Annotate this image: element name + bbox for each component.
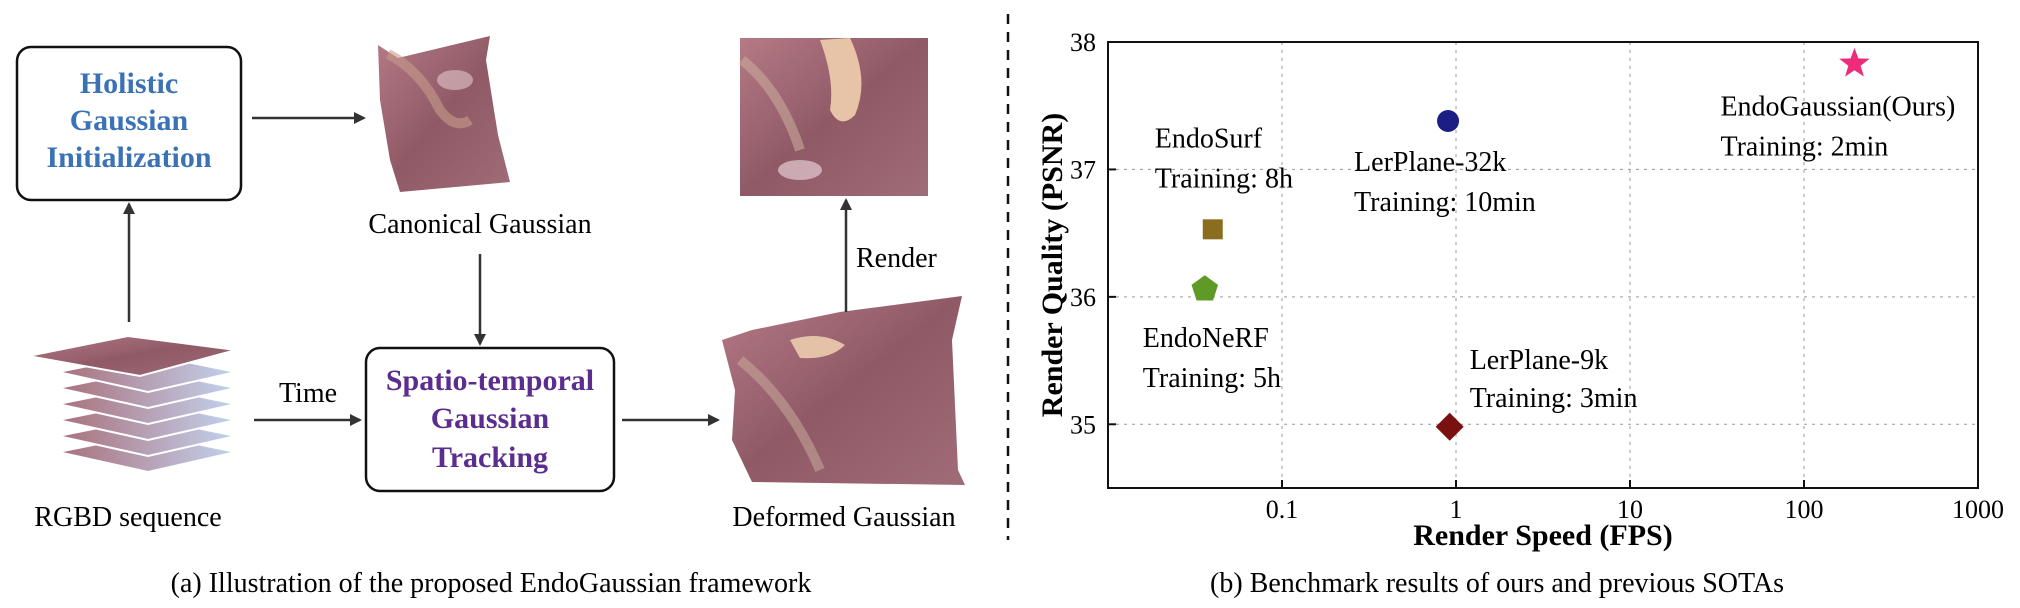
label-endonerf: EndoNeRF xyxy=(1143,323,1269,354)
label-endosurf: EndoSurf xyxy=(1155,123,1263,154)
y-tick-label: 35 xyxy=(1070,410,1096,439)
point-labels: EndoSurf Training: 8h EndoNeRF Training: 5h… xyxy=(1143,92,1956,414)
training-endosurf: Training: 8h xyxy=(1155,163,1293,194)
render-label: Render xyxy=(856,243,938,274)
holistic-line-1: Holistic xyxy=(80,67,178,100)
x-tick-label: 1 xyxy=(1450,495,1463,524)
canonical-gaussian-image xyxy=(378,36,510,192)
y-tick-label: 36 xyxy=(1070,283,1096,312)
y-tick-label: 38 xyxy=(1070,28,1096,57)
marker-endosurf xyxy=(1202,219,1223,240)
holistic-initialization-box: Holistic Gaussian Initialization xyxy=(15,45,243,202)
x-tick-label: 1000 xyxy=(1952,495,2004,524)
benchmark-chart: 35 36 37 38 0.1 1 10 100 1000 EndoSurf Training:… xyxy=(1036,28,2004,599)
label-endogaussian-ours: EndoGaussian(Ours) xyxy=(1720,92,1955,123)
framework-diagram: Holistic Gaussian Initialization Spatio-… xyxy=(15,36,965,599)
x-tick-label: 10 xyxy=(1617,495,1643,524)
label-lerplane-9k: LerPlane-9k xyxy=(1470,345,1608,376)
plot-area-frame xyxy=(1107,41,1979,489)
x-tick-labels: 0.1 1 10 100 1000 xyxy=(1266,495,2004,524)
spatio-line-2: Gaussian xyxy=(431,402,550,435)
training-endogaussian-ours: Training: 2min xyxy=(1720,132,1888,163)
x-tick-label: 100 xyxy=(1785,495,1824,524)
deformed-gaussian-image xyxy=(722,296,965,485)
y-axis-label: Render Quality (PSNR) xyxy=(1036,113,1069,417)
label-lerplane-32k: LerPlane-32k xyxy=(1354,147,1506,178)
chart-marks xyxy=(1191,47,1870,441)
holistic-line-2: Gaussian xyxy=(70,104,189,137)
deformed-gaussian-label: Deformed Gaussian xyxy=(732,502,955,533)
y-tick-labels: 35 36 37 38 xyxy=(1070,28,1096,439)
time-label: Time xyxy=(279,378,337,409)
caption-left: (a) Illustration of the proposed EndoGau… xyxy=(171,568,812,599)
marker-lerplane-9k xyxy=(1435,412,1464,441)
marker-lerplane-32k xyxy=(1437,110,1460,133)
marker-endogaussian-ours xyxy=(1839,47,1870,77)
rgbd-frame-stack xyxy=(27,334,237,474)
spatio-line-1: Spatio-temporal xyxy=(386,364,594,397)
canonical-gaussian-label: Canonical Gaussian xyxy=(368,209,591,240)
y-tick-label: 37 xyxy=(1070,155,1096,184)
spatio-line-3: Tracking xyxy=(432,441,548,474)
spatio-temporal-tracking-box: Spatio-temporal Gaussian Tracking xyxy=(364,346,616,493)
x-axis-label: Render Speed (FPS) xyxy=(1413,519,1672,552)
training-lerplane-32k: Training: 10min xyxy=(1354,187,1536,218)
marker-endonerf xyxy=(1191,275,1219,301)
x-tick-label: 0.1 xyxy=(1266,495,1299,524)
training-endonerf: Training: 5h xyxy=(1143,363,1281,394)
training-lerplane-9k: Training: 3min xyxy=(1470,383,1638,414)
holistic-line-3: Initialization xyxy=(46,141,211,174)
caption-right: (b) Benchmark results of ours and previo… xyxy=(1210,568,1784,599)
rendered-image xyxy=(738,38,928,196)
rgbd-sequence-label: RGBD sequence xyxy=(34,502,221,533)
